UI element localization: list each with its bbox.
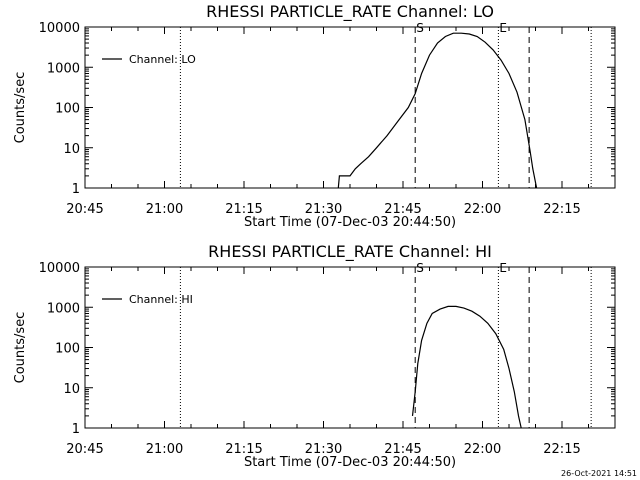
y-tick-label: 10000 — [39, 261, 80, 276]
x-axis-label: Start Time (07-Dec-03 20:44:50) — [244, 455, 456, 470]
chart-title: RHESSI PARTICLE_RATE Channel: LO — [206, 2, 494, 22]
time-marker-label: S — [416, 21, 424, 35]
x-tick-label: 21:00 — [146, 202, 183, 217]
x-tick-label: 21:45 — [384, 442, 421, 457]
x-tick-label: 22:00 — [464, 442, 501, 457]
y-tick-label: 100 — [55, 342, 80, 357]
y-tick-label: 10 — [63, 382, 80, 397]
x-tick-label: 20:45 — [66, 202, 103, 217]
y-tick-label: 1 — [72, 182, 80, 197]
legend-label: Channel: LO — [129, 53, 196, 66]
y-tick-label: 1 — [72, 422, 80, 437]
time-marker-label: E — [499, 261, 507, 275]
y-tick-label: 100 — [55, 102, 80, 117]
series-line-channel-lo — [337, 32, 538, 189]
plot-frame — [84, 26, 616, 189]
legend-label: Channel: HI — [129, 293, 193, 306]
y-axis-label: Counts/sec — [13, 72, 28, 144]
chart-panel-hi: RHESSI PARTICLE_RATE Channel: HI 20:45 21:… — [13, 242, 616, 470]
y-axis-label: Counts/sec — [13, 312, 28, 384]
x-tick-label: 22:15 — [543, 202, 580, 217]
x-tick-label: 20:45 — [66, 442, 103, 457]
x-tick-label: 21:30 — [305, 442, 342, 457]
x-tick-label: 22:15 — [543, 442, 580, 457]
footer-timestamp: 26-Oct-2021 14:51 — [561, 469, 637, 478]
y-tick-label: 1000 — [47, 301, 80, 316]
plot-frame — [84, 266, 616, 429]
y-tick-label: 1000 — [47, 61, 80, 76]
x-tick-label: 21:15 — [225, 202, 262, 217]
x-tick-label: 21:00 — [146, 442, 183, 457]
y-tick-label: 10000 — [39, 21, 80, 36]
time-marker-label: E — [499, 21, 507, 35]
x-tick-label: 21:15 — [225, 442, 262, 457]
x-tick-label: 22:00 — [464, 202, 501, 217]
x-tick-label: 21:30 — [305, 202, 342, 217]
chart-title: RHESSI PARTICLE_RATE Channel: HI — [208, 242, 492, 262]
time-marker-label: S — [416, 261, 424, 275]
x-axis-label: Start Time (07-Dec-03 20:44:50) — [244, 215, 456, 230]
chart-panel-lo: RHESSI PARTICLE_RATE Channel: LO 20:45 21:… — [13, 2, 616, 230]
x-tick-label: 21:45 — [384, 202, 421, 217]
y-tick-label: 10 — [63, 142, 80, 157]
series-line-channel-hi — [411, 305, 522, 429]
